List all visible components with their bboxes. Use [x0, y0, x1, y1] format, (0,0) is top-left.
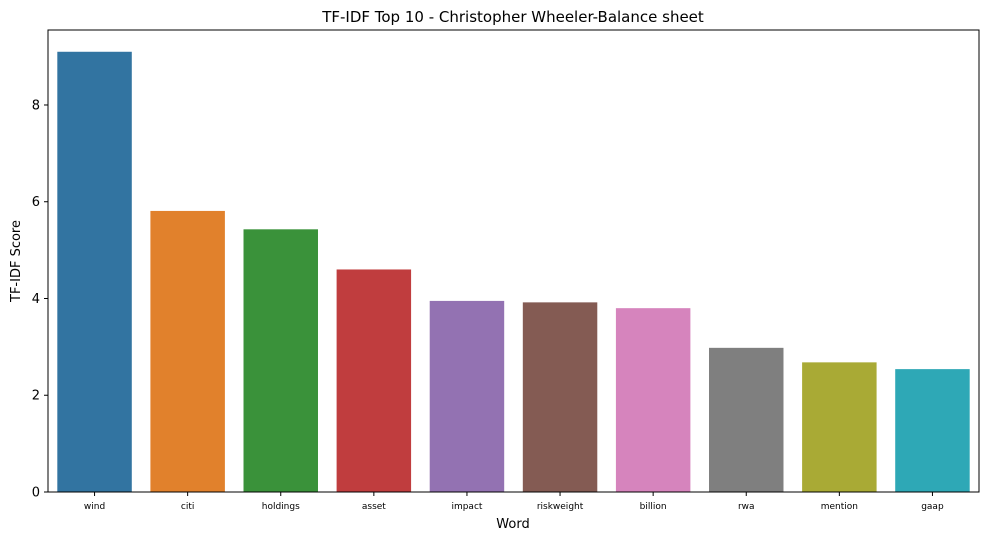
bar-rwa	[709, 347, 784, 492]
bar-mention	[802, 362, 877, 492]
x-tick-label: wind	[84, 502, 105, 512]
x-tick-label: mention	[821, 502, 858, 512]
x-tick-label: asset	[362, 502, 386, 512]
x-tick-label: billion	[640, 502, 667, 512]
bar-holdings	[243, 229, 318, 492]
bars	[57, 51, 970, 493]
y-tick-label: 8	[32, 98, 40, 113]
y-axis-ticks: 0 2 4 6 8	[32, 98, 48, 501]
y-axis-label: TF-IDF Score	[9, 220, 24, 303]
y-tick-label: 2	[32, 389, 40, 404]
y-tick-label: 6	[32, 195, 40, 210]
bar-citi	[150, 210, 225, 492]
x-tick-label: rwa	[738, 502, 755, 512]
x-tick-label: riskweight	[537, 502, 584, 512]
x-tick-label: gaap	[921, 502, 944, 512]
y-tick-label: 0	[32, 486, 40, 501]
bar-billion	[615, 308, 691, 492]
x-axis-label: Word	[496, 517, 529, 532]
y-tick-label: 4	[32, 292, 40, 307]
plot-frame	[47, 29, 980, 493]
x-tick-label: citi	[181, 502, 194, 512]
bar-wind	[57, 51, 132, 493]
bar-asset	[336, 269, 412, 492]
bar-impact	[429, 300, 505, 492]
x-tick-label: holdings	[262, 502, 300, 512]
chart-title: TF-IDF Top 10 - Christopher Wheeler-Bala…	[321, 8, 704, 26]
x-axis-ticks: wind citi holdings asset impact riskweight bil…	[84, 492, 944, 512]
bar-riskweight	[522, 302, 598, 492]
bar-gaap	[895, 369, 970, 492]
x-tick-label: impact	[451, 502, 482, 512]
